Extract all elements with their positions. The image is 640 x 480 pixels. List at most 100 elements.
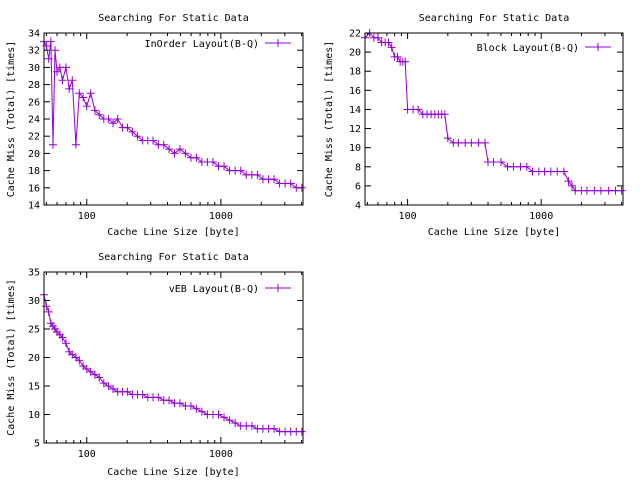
data-point-marker xyxy=(186,401,195,410)
data-point-marker xyxy=(214,410,223,419)
data-point-marker xyxy=(123,387,132,396)
legend-sample-marker xyxy=(274,39,282,47)
data-point-marker xyxy=(297,427,306,436)
data-point-marker xyxy=(393,52,402,61)
data-point-marker xyxy=(387,43,396,52)
data-point-marker xyxy=(522,162,531,171)
data-point-marker xyxy=(297,183,306,192)
data-point-marker xyxy=(79,93,88,102)
plot-frame xyxy=(43,271,304,444)
y-tick-label: 16 xyxy=(349,86,361,97)
data-point-marker xyxy=(373,33,382,42)
data-point-marker xyxy=(286,179,295,188)
chart-panel-3: Searching For Static Data Cache Line Size… xyxy=(6,252,306,478)
data-point-marker xyxy=(165,396,174,405)
data-point-marker xyxy=(58,333,67,342)
legend-sample-marker xyxy=(274,284,282,292)
data-point-marker xyxy=(48,140,57,149)
y-tick-label: 25 xyxy=(28,325,40,336)
data-point-marker xyxy=(175,145,184,154)
y-tick-label: 18 xyxy=(349,67,361,78)
data-point-marker xyxy=(165,145,174,154)
data-point-marker xyxy=(138,390,147,399)
y-tick-label: 32 xyxy=(28,46,40,57)
data-point-marker xyxy=(225,416,234,425)
data-point-marker xyxy=(149,136,158,145)
data-point-marker xyxy=(95,110,104,119)
data-point-marker xyxy=(90,370,99,379)
data-point-marker xyxy=(95,373,104,382)
data-point-marker xyxy=(220,162,229,171)
x-tick-label: 100 xyxy=(399,211,417,222)
y-tick-label: 5 xyxy=(34,439,40,450)
data-point-marker xyxy=(414,105,423,114)
data-point-marker xyxy=(159,140,168,149)
data-point-marker xyxy=(99,379,108,388)
data-point-marker xyxy=(467,138,476,147)
x-tick-label: 100 xyxy=(78,449,96,460)
y-tick-label: 30 xyxy=(28,296,40,307)
data-point-marker xyxy=(604,186,613,195)
data-point-marker xyxy=(46,37,55,46)
y-axis-label: Cache Miss (Total) [times] xyxy=(6,41,17,198)
data-point-marker xyxy=(61,63,70,72)
y-tick-label: 30 xyxy=(28,63,40,74)
data-point-marker xyxy=(52,67,61,76)
data-point-marker xyxy=(175,399,184,408)
y-tick-label: 18 xyxy=(28,166,40,177)
data-point-marker xyxy=(253,170,262,179)
data-point-marker xyxy=(236,166,245,175)
data-point-marker xyxy=(559,167,568,176)
y-tick-label: 24 xyxy=(28,115,40,126)
chart-title: Searching For Static Data xyxy=(98,13,249,24)
data-point-marker xyxy=(58,76,67,85)
series-line xyxy=(43,41,302,189)
data-point-marker xyxy=(582,186,591,195)
data-point-marker xyxy=(75,89,84,98)
plot-frame xyxy=(364,32,624,206)
y-tick-label: 22 xyxy=(349,29,361,40)
x-tick-label: 1000 xyxy=(529,211,553,222)
legend-sample-marker xyxy=(594,43,602,51)
y-tick-label: 22 xyxy=(28,132,40,143)
y-tick-label: 20 xyxy=(349,48,361,59)
y-tick-label: 26 xyxy=(28,97,40,108)
data-point-marker xyxy=(86,367,95,376)
y-tick-label: 8 xyxy=(355,162,361,173)
data-point-marker xyxy=(208,158,217,166)
data-point-marker xyxy=(128,127,137,136)
y-tick-label: 4 xyxy=(355,201,361,212)
y-tick-label: 6 xyxy=(355,181,361,192)
data-point-marker xyxy=(401,57,410,66)
series-line xyxy=(364,32,622,192)
y-tick-label: 34 xyxy=(28,29,40,40)
chart-panel-1: Searching For Static Data Cache Line Size… xyxy=(6,13,306,238)
data-point-marker xyxy=(75,356,84,365)
x-tick-label: 1000 xyxy=(209,449,233,460)
data-point-marker xyxy=(496,158,505,166)
y-tick-label: 12 xyxy=(349,124,361,135)
data-point-marker xyxy=(192,404,201,413)
data-point-marker xyxy=(440,110,449,119)
data-point-marker xyxy=(231,419,240,428)
data-point-marker xyxy=(170,149,179,158)
y-tick-label: 10 xyxy=(349,143,361,154)
x-tick-label: 1000 xyxy=(209,211,233,222)
y-axis-label: Cache Miss (Total) [times] xyxy=(6,279,17,436)
data-point-marker xyxy=(51,46,60,55)
y-tick-label: 14 xyxy=(349,105,361,116)
data-point-marker xyxy=(65,84,74,93)
y-tick-label: 14 xyxy=(28,201,40,212)
data-point-marker xyxy=(113,115,122,123)
x-tick-label: 100 xyxy=(78,211,96,222)
y-tick-label: 20 xyxy=(28,353,40,364)
data-point-marker xyxy=(44,54,53,63)
data-point-marker xyxy=(123,123,132,132)
data-point-marker xyxy=(192,153,201,162)
data-point-marker xyxy=(489,158,498,166)
data-point-marker xyxy=(90,106,99,115)
data-point-marker xyxy=(154,393,163,402)
legend-label: Block Layout(B-Q) xyxy=(477,43,579,54)
data-point-marker xyxy=(61,339,70,348)
